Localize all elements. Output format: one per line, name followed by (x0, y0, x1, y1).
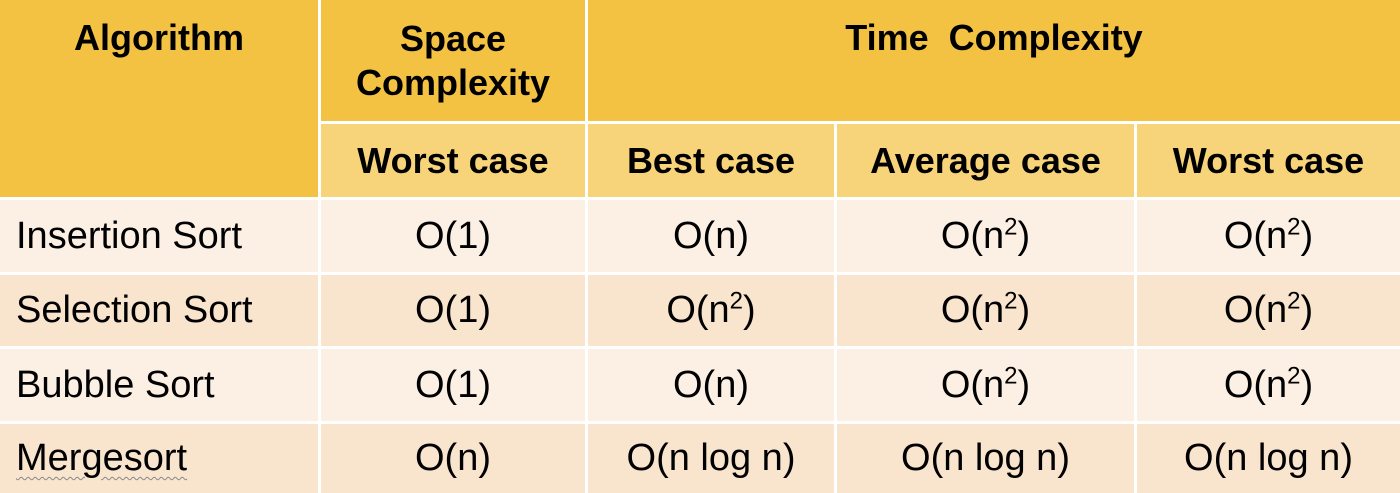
table-cell-space-worst: O(1) (321, 200, 585, 272)
complexity-value: O(1) (415, 214, 491, 257)
table-row-algorithm: Selection Sort (0, 275, 318, 346)
header-time-complexity: Time Complexity (588, 0, 1400, 121)
complexity-value: O(n2) (940, 287, 1031, 331)
header-algorithm: Algorithm (0, 0, 318, 197)
complexity-value: O(1) (415, 289, 491, 331)
table-cell-time-average: O(n2) (837, 275, 1134, 346)
table-cell-time-best: O(n) (588, 200, 834, 272)
complexity-value: O(1) (415, 363, 491, 406)
complexity-value: O(n log n) (1184, 437, 1353, 479)
subheader-time-average: Average case (837, 124, 1134, 197)
table-cell-space-worst: O(1) (321, 349, 585, 421)
table-cell-time-average: O(n2) (837, 349, 1134, 421)
complexity-value: O(n2) (666, 287, 756, 331)
table-cell-time-worst: O(n2) (1137, 349, 1400, 421)
table-cell-time-worst: O(n2) (1137, 200, 1400, 272)
subheader-space-worst: Worst case (321, 124, 585, 197)
complexity-value: O(n) (415, 437, 491, 479)
table-cell-time-average: O(n log n) (837, 424, 1134, 493)
table-cell-time-worst: O(n2) (1137, 275, 1400, 346)
complexity-value: O(n2) (940, 361, 1031, 406)
table-cell-time-best: O(n) (588, 349, 834, 421)
complexity-value: O(n) (673, 363, 749, 406)
header-time-complexity-label: Time Complexity (845, 17, 1143, 58)
table-cell-space-worst: O(1) (321, 275, 585, 346)
subheader-time-best-label: Best case (626, 139, 796, 181)
algorithm-name: Bubble Sort (16, 363, 215, 406)
table-row-algorithm: Mergesort (0, 424, 318, 493)
subheader-time-worst-label: Worst case (1172, 139, 1365, 181)
complexity-value: O(n2) (940, 212, 1031, 257)
header-space-complexity: Space Complexity (321, 0, 585, 121)
table-row-algorithm: Insertion Sort (0, 200, 318, 272)
complexity-value: O(n2) (1223, 361, 1314, 406)
complexity-value: O(n) (673, 214, 749, 257)
header-algorithm-label: Algorithm (74, 17, 244, 58)
table-cell-time-worst: O(n log n) (1137, 424, 1400, 493)
complexity-value: O(n2) (1223, 212, 1314, 257)
complexity-value: O(n2) (1223, 287, 1314, 331)
subheader-space-worst-label: Worst case (357, 139, 549, 181)
table-cell-time-best: O(n log n) (588, 424, 834, 493)
algorithm-name: Selection Sort (16, 289, 253, 331)
subheader-time-best: Best case (588, 124, 834, 197)
algorithm-name: Mergesort (16, 437, 188, 479)
table-cell-time-best: O(n2) (588, 275, 834, 346)
subheader-time-worst: Worst case (1137, 124, 1400, 197)
header-space-complexity-label: Space Complexity (355, 17, 551, 103)
table-cell-time-average: O(n2) (837, 200, 1134, 272)
table-cell-space-worst: O(n) (321, 424, 585, 493)
complexity-value: O(n log n) (901, 437, 1070, 479)
table-row-algorithm: Bubble Sort (0, 349, 318, 421)
subheader-time-average-label: Average case (870, 139, 1101, 181)
complexity-value: O(n log n) (626, 437, 796, 479)
algorithm-name: Insertion Sort (16, 214, 242, 257)
